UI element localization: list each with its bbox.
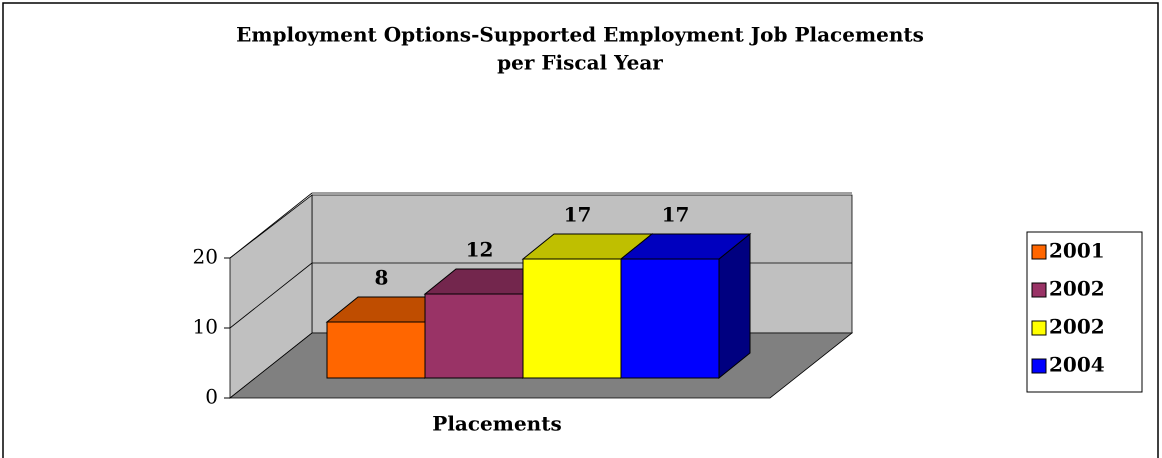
- legend-swatch: [1031, 282, 1047, 298]
- grid-line: [229, 262, 313, 329]
- x-axis-label: Placements: [432, 412, 561, 436]
- legend-label: 2002: [1049, 315, 1105, 339]
- data-label: 17: [564, 203, 592, 227]
- bar: [424, 293, 524, 379]
- legend-label: 2001: [1049, 239, 1105, 263]
- chart-title: per Fiscal Year: [497, 51, 663, 75]
- y-tick-label: 10: [193, 315, 218, 339]
- data-label: 12: [466, 238, 494, 262]
- chart-title: Employment Options-Supported Employment …: [236, 23, 924, 47]
- legend-swatch: [1031, 358, 1047, 374]
- y-tick-label: 20: [193, 245, 218, 269]
- legend-swatch: [1031, 320, 1047, 336]
- legend-label: 2002: [1049, 277, 1105, 301]
- grid-line: [229, 192, 313, 259]
- legend-swatch: [1031, 244, 1047, 260]
- bar: [522, 258, 622, 379]
- data-label: 17: [662, 203, 690, 227]
- y-tick-label: 0: [205, 385, 218, 409]
- data-label: 8: [375, 266, 389, 290]
- bar: [620, 258, 720, 379]
- bar: [326, 321, 426, 379]
- legend-label: 2004: [1049, 353, 1105, 377]
